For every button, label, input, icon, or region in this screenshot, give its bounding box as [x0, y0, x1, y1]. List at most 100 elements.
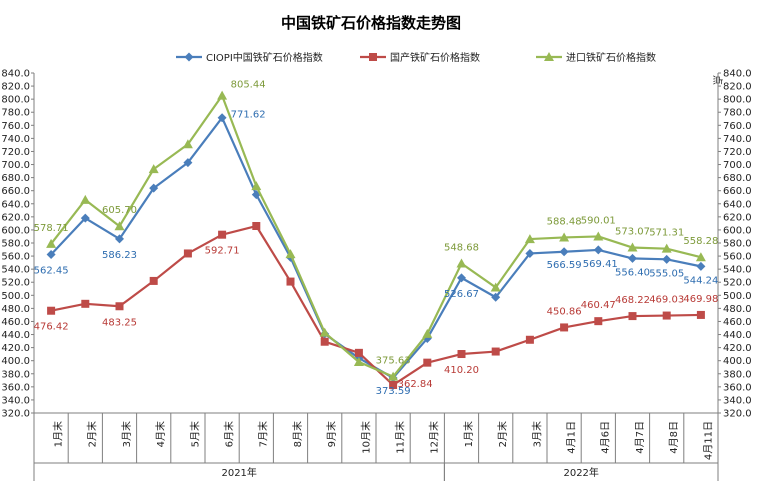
right-y-tick-label: 460.0: [723, 317, 752, 328]
data-label: 771.62: [231, 110, 266, 121]
data-label: 605.70: [102, 205, 137, 216]
left-y-tick-label: 420.0: [1, 343, 30, 354]
right-y-tick-label: 360.0: [723, 382, 752, 393]
data-point-marker: [252, 222, 261, 230]
data-point-marker: [525, 248, 535, 258]
data-label: 469.98: [683, 294, 718, 305]
data-label: 569.41: [583, 259, 618, 270]
x-group-label: 2022年: [563, 466, 598, 479]
right-axis-unit-label: 点: [711, 75, 723, 85]
right-y-tick-label: 520.0: [723, 278, 752, 289]
left-y-tick-label: 620.0: [1, 212, 30, 223]
data-point-marker: [628, 253, 637, 263]
data-point-marker: [389, 380, 398, 389]
legend-entry: CIOPI中国铁矿石价格指数: [206, 51, 323, 64]
right-y-tick-label: 480.0: [723, 304, 752, 315]
left-y-tick-label: 400.0: [1, 356, 30, 367]
right-y-tick-label: 820.0: [723, 82, 752, 93]
data-point-marker: [594, 317, 603, 326]
x-tick-label: 11月末: [394, 421, 407, 454]
x-tick-label: 4月7日: [634, 421, 646, 454]
right-y-tick-label: 680.0: [723, 173, 752, 184]
x-tick-label: 7月末: [257, 421, 270, 447]
data-point-marker: [353, 357, 364, 366]
data-point-marker: [627, 242, 638, 252]
data-label: 556.40: [615, 267, 650, 278]
x-tick-label: 4月8日: [668, 421, 680, 454]
data-label: 483.25: [102, 317, 137, 328]
data-point-marker: [559, 247, 569, 257]
left-y-tick-label: 340.0: [1, 395, 30, 406]
data-point-marker: [182, 139, 193, 149]
series-line: [50, 116, 702, 380]
data-label: 588.48: [547, 216, 582, 227]
data-label: 469.03: [649, 295, 684, 306]
data-label: 592.71: [205, 246, 240, 257]
data-label: 468.22: [615, 295, 650, 306]
right-y-tick-label: 440.0: [723, 330, 752, 341]
data-point-marker: [490, 282, 501, 292]
left-y-tick-label: 480.0: [1, 304, 30, 315]
data-point-marker: [388, 371, 399, 381]
left-y-tick-label: 380.0: [1, 369, 30, 380]
x-tick-label: 12月末: [428, 421, 441, 454]
left-y-tick-label: 520.0: [1, 278, 30, 289]
right-y-tick-label: 800.0: [723, 95, 752, 106]
data-label: 526.67: [444, 289, 479, 300]
data-point-marker: [369, 53, 377, 61]
data-point-marker: [696, 310, 705, 319]
data-point-marker: [184, 52, 194, 62]
left-y-tick-label: 800.0: [1, 95, 30, 106]
x-tick-label: 1月末: [52, 421, 65, 447]
data-label: 460.47: [581, 300, 616, 311]
data-label: 558.28: [683, 236, 718, 247]
data-point-marker: [662, 254, 672, 264]
data-label: 548.68: [444, 242, 479, 253]
data-point-marker: [491, 292, 501, 302]
left-y-tick-label: 780.0: [1, 108, 30, 119]
data-label: 373.59: [376, 386, 411, 397]
data-point-marker: [115, 234, 124, 244]
x-tick-label: 4月末: [154, 421, 167, 447]
right-y-tick-label: 660.0: [723, 186, 752, 197]
data-point-marker: [457, 273, 466, 283]
data-point-marker: [628, 312, 637, 321]
right-y-tick-label: 400.0: [723, 356, 752, 367]
data-label: 573.07: [615, 227, 650, 238]
x-tick-label: 3月末: [120, 421, 133, 447]
data-label: 562.45: [34, 265, 69, 276]
legend-entry: 进口铁矿石价格指数: [566, 51, 656, 64]
left-y-tick-label: 840.0: [1, 69, 30, 80]
data-label: 410.20: [444, 365, 479, 376]
right-y-tick-label: 780.0: [723, 108, 752, 119]
data-label: 571.31: [649, 228, 684, 239]
left-y-tick-label: 540.0: [1, 265, 30, 276]
right-y-tick-label: 620.0: [723, 212, 752, 223]
left-y-tick-label: 640.0: [1, 199, 30, 210]
data-point-marker: [423, 358, 432, 367]
data-point-marker: [544, 52, 554, 61]
data-point-marker: [148, 164, 159, 174]
data-point-marker: [218, 230, 227, 239]
data-point-marker: [183, 249, 192, 258]
x-tick-label: 1月末: [462, 421, 475, 447]
series-0: [46, 113, 706, 383]
right-y-tick-label: 740.0: [723, 134, 752, 145]
x-tick-label: 2月末: [496, 421, 509, 447]
x-tick-label: 4月1日: [566, 421, 578, 454]
left-y-tick-label: 720.0: [1, 147, 30, 158]
data-point-marker: [217, 113, 227, 123]
left-y-tick-label: 500.0: [1, 291, 30, 302]
x-tick-label: 5月末: [188, 421, 201, 447]
data-point-marker: [46, 238, 57, 248]
left-y-tick-label: 360.0: [1, 382, 30, 393]
x-tick-label: 4月11日: [702, 421, 714, 460]
left-y-tick-label: 460.0: [1, 317, 30, 328]
data-point-marker: [354, 348, 363, 357]
data-label: 586.23: [102, 250, 137, 261]
data-label: 362.84: [398, 379, 433, 390]
x-tick-label: 4月6日: [600, 421, 612, 454]
left-y-tick-label: 600.0: [1, 225, 30, 236]
data-label: 578.71: [34, 223, 69, 234]
left-y-tick-label: 560.0: [1, 252, 30, 263]
